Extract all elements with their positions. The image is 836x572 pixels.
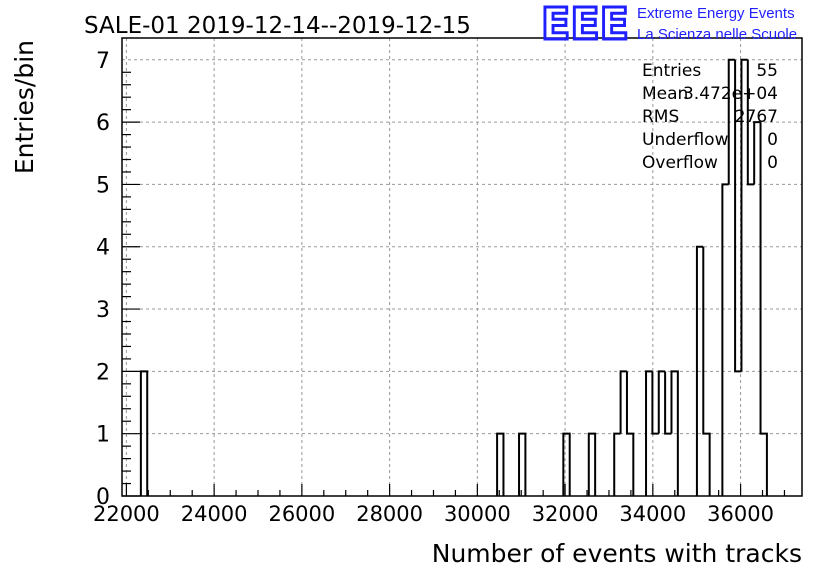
y-tick-label: 2 <box>96 360 110 385</box>
stats-underflow-value: 0 <box>767 130 778 150</box>
eee-logo: EEE Extreme Energy Events La Scienza nel… <box>540 0 798 52</box>
histogram-bin <box>695 245 704 496</box>
histogram-bin <box>619 370 627 434</box>
histogram-bin <box>740 58 748 372</box>
histogram-bin <box>734 59 742 373</box>
y-axis-ticks: 0 1 2 3 4 5 6 7 <box>96 49 140 510</box>
histogram-bin <box>702 246 711 496</box>
stats-underflow-label: Underflow <box>642 130 729 150</box>
x-axis-label: Number of events with tracks <box>432 539 802 568</box>
stats-entries-value: 55 <box>756 61 778 81</box>
x-tick-label: 24000 <box>181 502 248 526</box>
y-tick-label: 3 <box>96 298 110 323</box>
y-tick-label: 4 <box>96 236 110 261</box>
y-tick-label: 0 <box>96 485 110 510</box>
histogram-bin <box>753 121 761 185</box>
histogram-bin <box>587 432 597 496</box>
histogram-bin <box>657 370 666 434</box>
histogram-bin <box>759 122 768 496</box>
histogram-bars <box>139 58 768 496</box>
histogram-bin <box>518 432 527 496</box>
y-axis-label: Entries/bin <box>10 40 39 174</box>
histogram-bin <box>613 432 621 496</box>
x-tick-label: 34000 <box>619 502 686 526</box>
stats-rms-label: RMS <box>642 107 679 127</box>
histogram-bin <box>562 432 571 496</box>
y-tick-label: 1 <box>96 423 110 448</box>
stats-entries-label: Entries <box>642 61 701 81</box>
histogram-bin <box>496 432 505 496</box>
x-tick-label: 30000 <box>444 502 511 526</box>
x-tick-label: 26000 <box>268 502 335 526</box>
y-tick-label: 5 <box>96 173 110 198</box>
eee-logo-text: EEE <box>541 0 629 50</box>
plot-frame <box>121 37 803 497</box>
stats-mean-label: Mean <box>642 84 688 104</box>
histogram-bin <box>721 183 729 496</box>
eee-logo-line2: La Scienza nelle Scuole <box>637 26 797 43</box>
x-axis-ticks: 22000 24000 26000 28000 30000 32000 34000 36000 <box>93 484 786 526</box>
histogram-bin <box>670 370 679 496</box>
eee-logo-line1: Extreme Energy Events <box>637 5 795 22</box>
chart-title: SALE-01 2019-12-14--2019-12-15 <box>84 13 471 39</box>
stats-overflow-label: Overflow <box>642 153 718 173</box>
y-tick-label: 7 <box>96 49 110 74</box>
y-tick-label: 6 <box>96 111 110 136</box>
x-tick-label: 22000 <box>93 502 160 526</box>
x-tick-label: 28000 <box>356 502 423 526</box>
stats-box: Entries 55 Mean 3.472e+04 RMS 2767 Under… <box>642 61 778 173</box>
stats-overflow-value: 0 <box>767 153 778 173</box>
stats-mean-value: 3.472e+04 <box>683 84 778 104</box>
histogram-bin <box>651 371 659 435</box>
histogram-bin <box>664 371 672 435</box>
x-tick-label: 36000 <box>707 502 774 526</box>
grid <box>122 38 802 496</box>
histogram-bin <box>746 59 755 186</box>
stats-rms-value: 2767 <box>735 107 778 127</box>
histogram-bin <box>645 370 653 496</box>
histogram-bin <box>625 371 635 496</box>
x-tick-label: 32000 <box>532 502 599 526</box>
histogram-bin <box>139 370 149 496</box>
histogram-bin <box>727 58 736 185</box>
